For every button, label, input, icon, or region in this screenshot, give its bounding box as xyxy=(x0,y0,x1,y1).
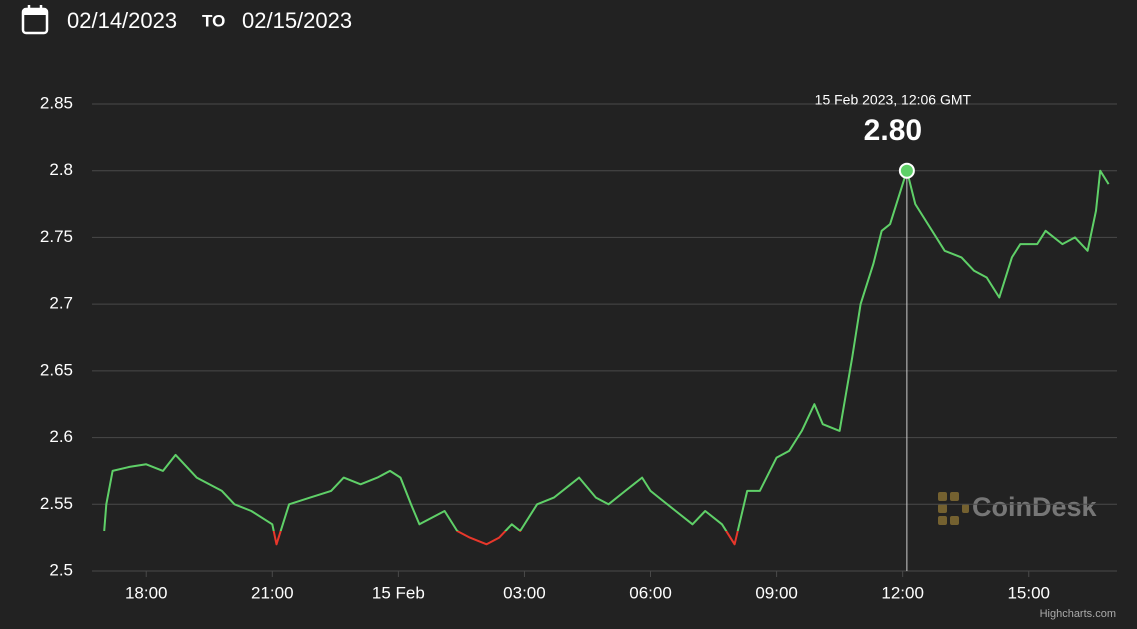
y-tick-label: 2.55 xyxy=(40,494,73,513)
x-tick-label: 09:00 xyxy=(755,583,798,602)
tooltip-value: 2.80 xyxy=(864,114,922,147)
x-tick-label: 03:00 xyxy=(503,583,546,602)
y-tick-label: 2.8 xyxy=(49,160,73,179)
y-tick-label: 2.65 xyxy=(40,360,73,379)
watermark-logo xyxy=(938,492,969,525)
date-from[interactable]: 02/14/2023 xyxy=(67,8,177,33)
price-line xyxy=(103,169,1110,546)
date-to[interactable]: 02/15/2023 xyxy=(242,8,352,33)
watermark-text: CoinDesk xyxy=(972,492,1098,522)
watermark: CoinDesk xyxy=(938,492,1098,525)
x-tick-label: 18:00 xyxy=(125,583,168,602)
x-tick-label: 21:00 xyxy=(251,583,294,602)
calendar-icon[interactable] xyxy=(21,5,49,35)
credits[interactable]: Highcharts.com xyxy=(1040,608,1116,620)
tooltip-marker xyxy=(898,162,915,179)
x-tick-label: 06:00 xyxy=(629,583,672,602)
y-tick-label: 2.6 xyxy=(49,427,73,446)
y-tick-label: 2.85 xyxy=(40,93,73,112)
calendar-top xyxy=(23,9,47,15)
tooltip-date: 15 Feb 2023, 12:06 GMT xyxy=(815,92,972,108)
x-tick-label: 15 Feb xyxy=(372,583,425,602)
date-separator: TO xyxy=(202,11,225,30)
y-tick-label: 2.5 xyxy=(49,560,73,579)
y-tick-label: 2.7 xyxy=(49,294,73,313)
x-tick-label: 15:00 xyxy=(1007,583,1050,602)
y-tick-label: 2.75 xyxy=(40,227,73,246)
x-tick-label: 12:00 xyxy=(881,583,924,602)
